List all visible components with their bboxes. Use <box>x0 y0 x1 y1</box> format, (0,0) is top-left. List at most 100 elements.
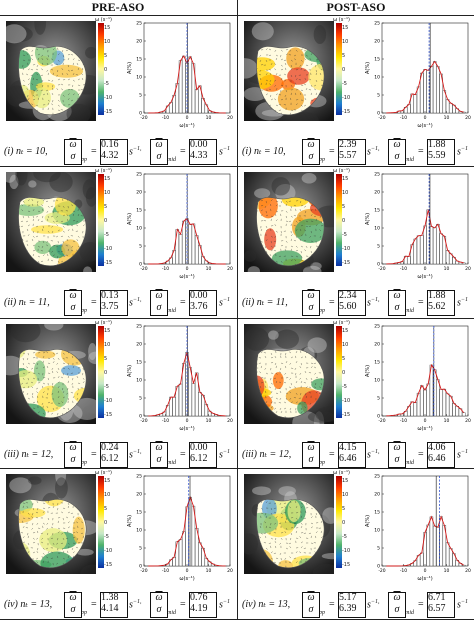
histogram-bar <box>414 95 417 113</box>
histogram-bar <box>427 525 430 566</box>
histogram-bar <box>414 239 417 264</box>
unit-label: s−1 <box>457 449 468 460</box>
y-tick-label: 15 <box>136 57 142 63</box>
colorbar-tick-label: -5 <box>104 534 109 540</box>
histogram-bar <box>462 565 465 566</box>
x-tick-label: 10 <box>444 418 450 424</box>
value-std: 5.60 <box>339 301 365 312</box>
x-axis-label: ω(s⁻¹) <box>179 274 194 280</box>
colorbar-tick-label: -5 <box>104 81 109 87</box>
y-tick-label: 15 <box>136 208 142 214</box>
equals-sign: = <box>329 146 335 157</box>
colorbar-tick-label: -15 <box>342 109 350 115</box>
subscript-label: mid <box>405 460 414 466</box>
unit-label: s−1 <box>457 297 468 308</box>
value-std: 4.33 <box>190 150 216 161</box>
value-mean: 0.00 <box>190 442 216 453</box>
omega-symbol: ω <box>151 442 167 453</box>
y-tick-label: 5 <box>377 546 380 552</box>
y-tick-label: 25 <box>136 324 142 330</box>
x-tick-label: 20 <box>465 115 471 121</box>
value-std: 5.59 <box>428 150 454 161</box>
subscript-label: pp <box>81 460 87 466</box>
colorbar-tick-label: -15 <box>342 562 350 568</box>
colorbar-tick-label: 0 <box>342 218 345 224</box>
colorbar-tick-label: 0 <box>342 520 345 526</box>
vorticity-map-svg <box>244 21 334 121</box>
colorbar-title: ω (s⁻¹) <box>95 470 112 476</box>
y-axis-label: A(%) <box>365 213 371 225</box>
colorbar-tick-label: -10 <box>342 95 350 101</box>
colorbar-tick-label: -10 <box>342 246 350 252</box>
y-tick-label: 10 <box>374 75 380 81</box>
colorbar-title: ω (s⁻¹) <box>333 17 350 23</box>
histogram-bar <box>430 226 433 264</box>
subscript-label: mid <box>167 610 176 616</box>
value-std: 6.12 <box>190 453 216 464</box>
value-mean: 1.88 <box>428 139 454 150</box>
equals-sign: = <box>91 297 97 308</box>
colorbar-tick-label: 15 <box>104 328 110 334</box>
omega-symbol: ω <box>389 592 405 603</box>
histogram-bar <box>446 250 449 264</box>
omega-symbol: ω <box>389 290 405 301</box>
y-tick-label: 5 <box>377 93 380 99</box>
unit-label: s−1, <box>129 449 141 460</box>
x-tick-label: 20 <box>465 266 471 272</box>
histogram-bar <box>420 235 423 264</box>
value-std: 6.39 <box>339 603 365 614</box>
equals-sign: = <box>180 146 186 157</box>
value-mean: 0.16 <box>101 139 127 150</box>
mri-vorticity-map <box>6 21 96 121</box>
unit-label: s−1, <box>129 146 141 157</box>
histogram-bar <box>462 413 465 416</box>
sigma-symbol: σ <box>389 454 405 465</box>
sigma-symbol: σ <box>303 302 319 313</box>
y-tick-label: 10 <box>374 226 380 232</box>
equals-sign: = <box>180 297 186 308</box>
x-tick-label: -10 <box>400 266 407 272</box>
y-axis-label: A(%) <box>127 213 133 225</box>
value-mean: 1.88 <box>428 290 454 301</box>
histogram-bar <box>179 234 182 264</box>
colorbar-tick-label: 15 <box>342 328 348 334</box>
value-mean: 4.06 <box>428 442 454 453</box>
value-mean: 6.71 <box>428 592 454 603</box>
omega-symbol: ω <box>151 592 167 603</box>
value-mean: 5.17 <box>339 592 365 603</box>
value-std: 3.75 <box>101 301 127 312</box>
y-tick-label: 0 <box>139 262 142 268</box>
vorticity-map-svg <box>6 172 96 272</box>
histogram-bar <box>440 517 443 566</box>
histogram-bar <box>440 234 443 264</box>
y-tick-label: 20 <box>136 190 142 196</box>
histogram-bar <box>189 224 192 264</box>
vorticity-map-svg <box>6 21 96 121</box>
colorbar-tick-label: -5 <box>342 232 347 238</box>
mri-vorticity-map <box>244 21 334 121</box>
equals-sign: = <box>418 599 424 610</box>
mri-vorticity-map <box>244 474 334 574</box>
value-std: 5.57 <box>339 150 365 161</box>
value-mean: 2.39 <box>339 139 365 150</box>
vorticity-map-svg <box>6 474 96 574</box>
